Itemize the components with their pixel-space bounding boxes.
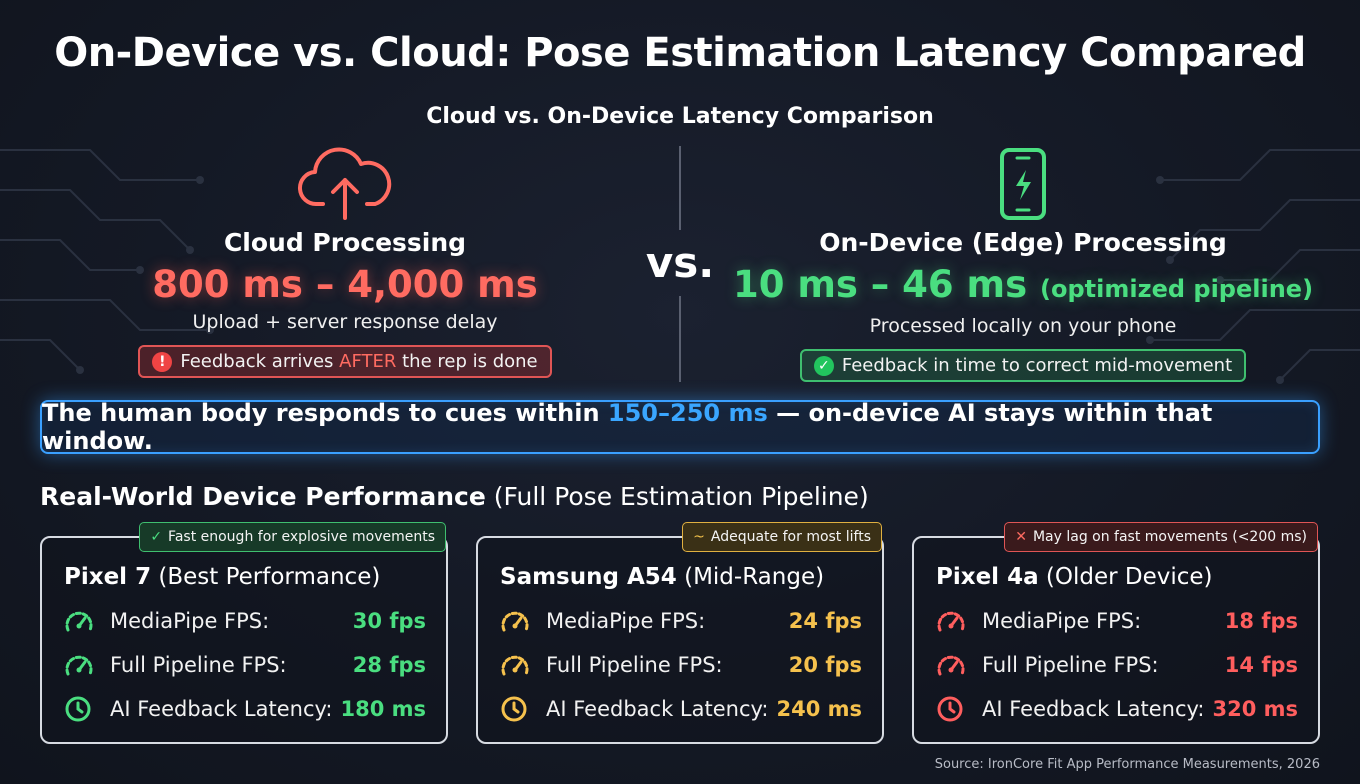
cloud-latency-range: 800 ms – 4,000 ms bbox=[152, 263, 538, 306]
device-status-tag: ✕ May lag on fast movements (<200 ms) bbox=[1004, 522, 1318, 552]
edge-column: On-Device (Edge) Processing 10 ms – 46 m… bbox=[713, 140, 1333, 382]
metric-value: 18 fps bbox=[1224, 609, 1298, 633]
cloud-description: Upload + server response delay bbox=[192, 311, 498, 333]
clock-icon bbox=[64, 694, 96, 724]
cloud-heading: Cloud Processing bbox=[223, 228, 467, 257]
metric-row: AI Feedback Latency: 320 ms bbox=[936, 694, 1298, 724]
device-card-samsung-a54: ~ Adequate for most lifts Samsung A54 (Mid… bbox=[476, 522, 884, 744]
metric-label: AI Feedback Latency: bbox=[546, 697, 769, 721]
metric-label: MediaPipe FPS: bbox=[546, 609, 706, 633]
metric-row: Full Pipeline FPS: 28 fps bbox=[64, 650, 426, 680]
device-status-text: Adequate for most lifts bbox=[710, 529, 871, 545]
cloud-upload-icon bbox=[298, 147, 392, 220]
status-symbol-icon: ~ bbox=[693, 529, 705, 545]
banner-text: The human body responds to cues within 1… bbox=[42, 399, 1213, 455]
metric-row: MediaPipe FPS: 30 fps bbox=[64, 606, 426, 636]
vs-label: vs. bbox=[645, 238, 715, 287]
device-status-text: Fast enough for explosive movements bbox=[168, 529, 435, 545]
metric-value: 28 fps bbox=[352, 653, 426, 677]
metric-row: AI Feedback Latency: 240 ms bbox=[500, 694, 862, 724]
speedometer-icon bbox=[500, 606, 532, 636]
status-symbol-icon: ✕ bbox=[1015, 529, 1027, 545]
device-status-tag: ✓ Fast enough for explosive movements bbox=[139, 522, 446, 552]
exclamation-icon: ! bbox=[152, 351, 173, 372]
metric-row: MediaPipe FPS: 24 fps bbox=[500, 606, 862, 636]
edge-success-pill: ✓ Feedback in time to correct mid-moveme… bbox=[799, 349, 1247, 382]
metric-value: 14 fps bbox=[1224, 653, 1298, 677]
page-title: On-Device vs. Cloud: Pose Estimation Lat… bbox=[54, 30, 1306, 76]
edge-description: Processed locally on your phone bbox=[869, 315, 1177, 337]
metric-label: MediaPipe FPS: bbox=[110, 609, 270, 633]
device-name: Pixel 7 (Best Performance) bbox=[64, 564, 381, 590]
clock-icon bbox=[936, 694, 968, 724]
phone-lightning-icon bbox=[1000, 148, 1046, 220]
device-section-title: Real-World Device Performance (Full Pose… bbox=[40, 482, 869, 511]
metric-label: AI Feedback Latency: bbox=[982, 697, 1205, 721]
speedometer-icon bbox=[936, 650, 968, 680]
metric-label: Full Pipeline FPS: bbox=[982, 653, 1159, 677]
cloud-column: Cloud Processing 800 ms – 4,000 ms Uploa… bbox=[35, 140, 655, 378]
device-card-pixel-4a: ✕ May lag on fast movements (<200 ms) Pixe… bbox=[912, 522, 1320, 744]
edge-latency-range: 10 ms – 46 ms (optimized pipeline) bbox=[732, 263, 1314, 306]
speedometer-icon bbox=[936, 606, 968, 636]
device-name: Samsung A54 (Mid-Range) bbox=[500, 564, 825, 590]
metric-row: Full Pipeline FPS: 14 fps bbox=[936, 650, 1298, 680]
metric-row: Full Pipeline FPS: 20 fps bbox=[500, 650, 862, 680]
metric-value: 180 ms bbox=[340, 697, 426, 721]
speedometer-icon bbox=[500, 650, 532, 680]
check-circle-icon: ✓ bbox=[813, 355, 834, 376]
divider-bottom bbox=[679, 296, 681, 382]
metric-value: 20 fps bbox=[788, 653, 862, 677]
metric-label: Full Pipeline FPS: bbox=[110, 653, 287, 677]
metric-label: AI Feedback Latency: bbox=[110, 697, 333, 721]
metric-value: 240 ms bbox=[776, 697, 862, 721]
device-status-text: May lag on fast movements (<200 ms) bbox=[1032, 529, 1307, 545]
metric-value: 30 fps bbox=[352, 609, 426, 633]
reaction-time-banner: The human body responds to cues within 1… bbox=[40, 399, 1320, 455]
metric-label: MediaPipe FPS: bbox=[982, 609, 1142, 633]
metric-value: 24 fps bbox=[788, 609, 862, 633]
speedometer-icon bbox=[64, 650, 96, 680]
metric-value: 320 ms bbox=[1212, 697, 1298, 721]
speedometer-icon bbox=[64, 606, 96, 636]
metric-row: MediaPipe FPS: 18 fps bbox=[936, 606, 1298, 636]
device-status-tag: ~ Adequate for most lifts bbox=[682, 522, 882, 552]
status-symbol-icon: ✓ bbox=[150, 529, 163, 545]
edge-heading: On-Device (Edge) Processing bbox=[819, 228, 1227, 257]
cloud-warning-pill: ! Feedback arrives AFTER the rep is done bbox=[138, 345, 552, 378]
device-name: Pixel 4a (Older Device) bbox=[936, 564, 1213, 590]
clock-icon bbox=[500, 694, 532, 724]
page-subtitle: Cloud vs. On-Device Latency Comparison bbox=[426, 104, 934, 129]
cloud-pill-text: Feedback arrives AFTER the rep is done bbox=[180, 351, 538, 372]
metric-row: AI Feedback Latency: 180 ms bbox=[64, 694, 426, 724]
divider-top bbox=[679, 146, 681, 230]
edge-pill-text: Feedback in time to correct mid-movement bbox=[841, 355, 1233, 376]
source-note: Source: IronCore Fit App Performance Mea… bbox=[934, 757, 1320, 772]
edge-range-note: (optimized pipeline) bbox=[1040, 275, 1314, 303]
metric-label: Full Pipeline FPS: bbox=[546, 653, 723, 677]
device-card-pixel-7: ✓ Fast enough for explosive movements Pixe… bbox=[40, 522, 448, 744]
